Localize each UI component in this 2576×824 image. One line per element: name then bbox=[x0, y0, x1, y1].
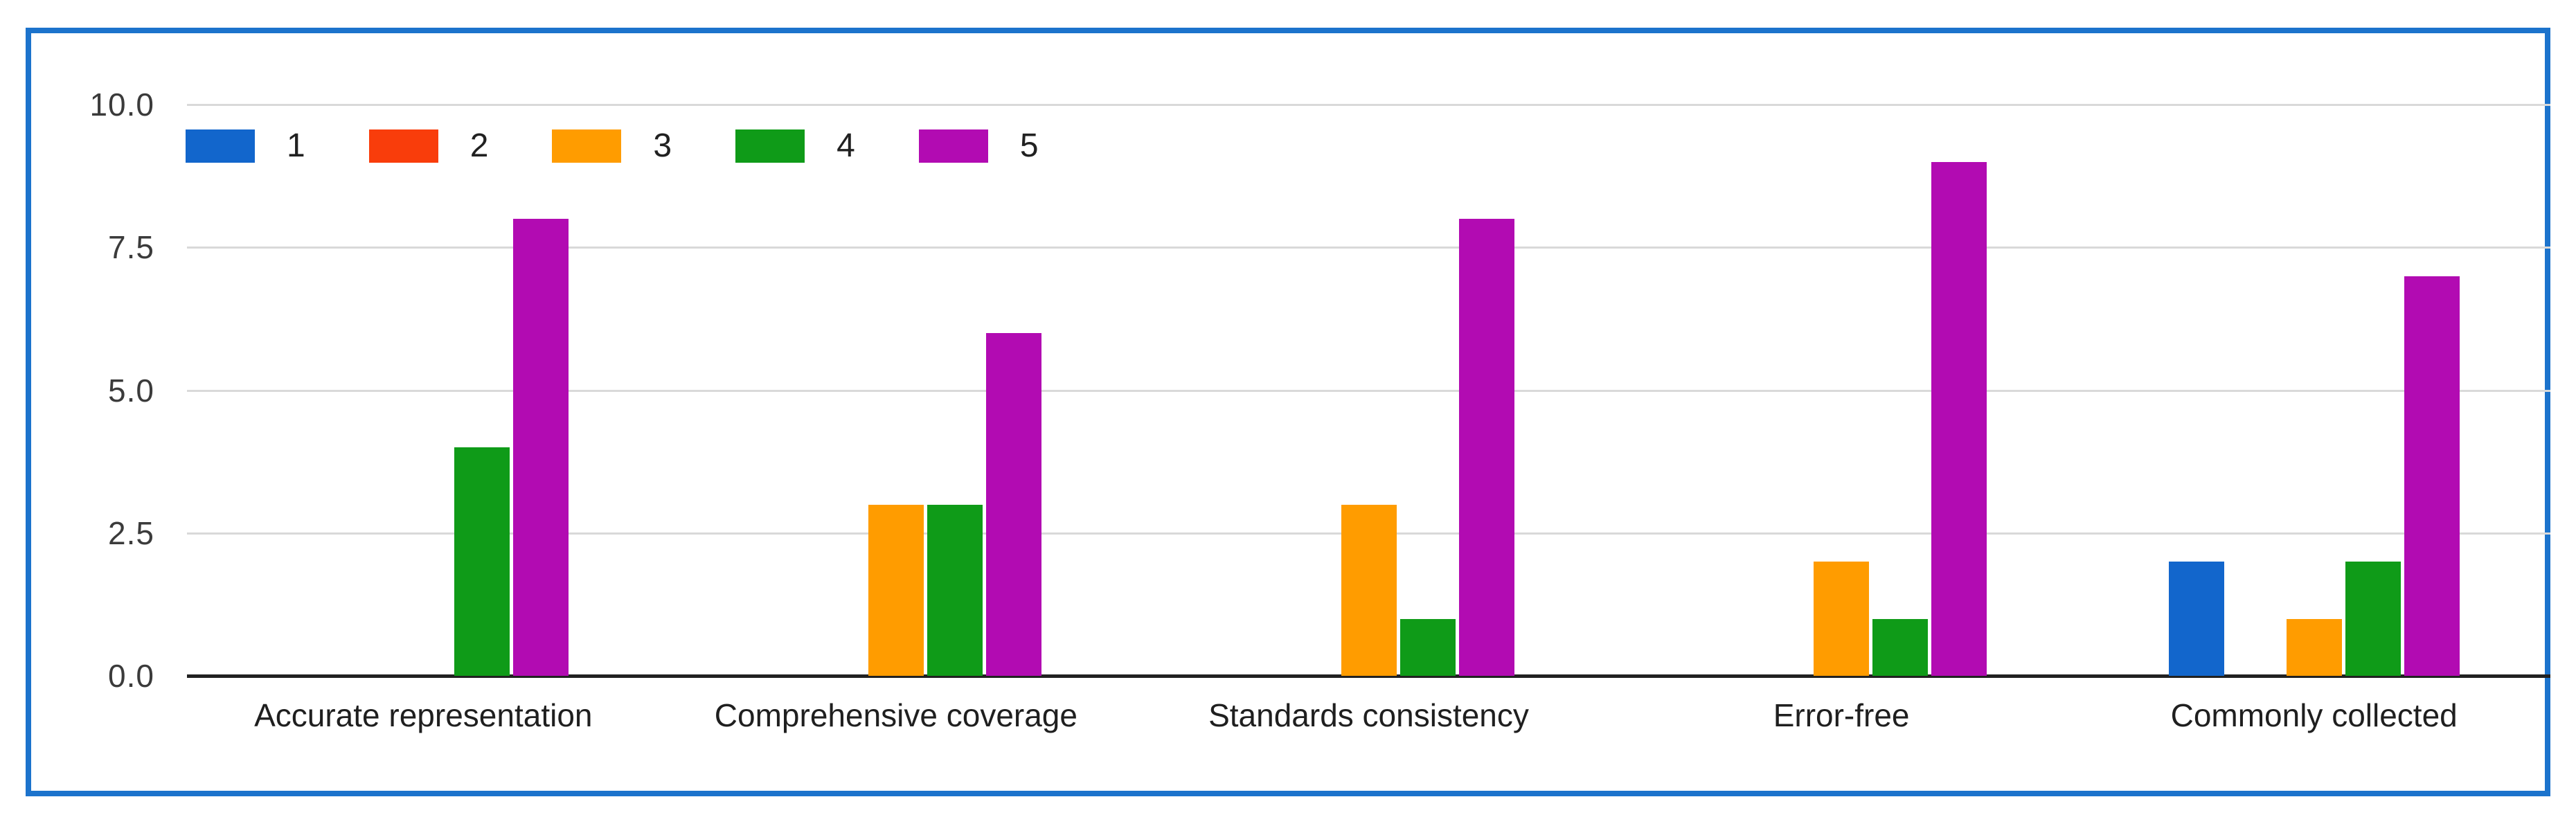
legend-label: 3 bbox=[653, 127, 672, 164]
legend-swatch-icon bbox=[918, 129, 988, 163]
legend-swatch-icon bbox=[186, 129, 255, 163]
plot-area: 1 2 3 4 5 10.0 7.5 5.0 2.5 0.0 Accurate represent… bbox=[37, 39, 2550, 796]
legend-label: 4 bbox=[837, 127, 855, 164]
gridline bbox=[187, 104, 2550, 106]
bar-4-comprehensive-coverage bbox=[927, 504, 983, 676]
bar-4-error-free bbox=[1872, 618, 1929, 676]
gridline bbox=[187, 389, 2550, 392]
category-label: Commonly collected bbox=[2170, 697, 2458, 733]
bar-5-error-free bbox=[1931, 161, 1987, 676]
y-axis-tick-label: 0.0 bbox=[108, 658, 154, 694]
legend-item-series-5: 5 bbox=[918, 127, 1039, 165]
legend-swatch-icon bbox=[552, 129, 622, 163]
legend-label: 5 bbox=[1019, 127, 1039, 164]
category-label: Comprehensive coverage bbox=[714, 697, 1077, 733]
category-label: Accurate representation bbox=[254, 697, 593, 733]
legend-swatch-icon bbox=[735, 129, 805, 163]
category-label: Standards consistency bbox=[1208, 697, 1529, 733]
bar-4-accurate-representation bbox=[454, 447, 510, 676]
legend-item-series-4: 4 bbox=[735, 127, 855, 165]
legend-swatch-icon bbox=[368, 129, 438, 163]
embedded-chart-frame[interactable]: 1 2 3 4 5 10.0 7.5 5.0 2.5 0.0 Accurate represent… bbox=[26, 28, 2550, 796]
bar-4-standards-consistency bbox=[1399, 618, 1456, 676]
gridline bbox=[187, 247, 2550, 249]
bar-3-standards-consistency bbox=[1341, 504, 1397, 676]
bar-4-commonly-collected bbox=[2345, 562, 2401, 676]
legend-item-series-1: 1 bbox=[186, 127, 305, 165]
y-axis-tick-label: 7.5 bbox=[108, 229, 154, 266]
chart-legend: 1 2 3 4 5 bbox=[186, 127, 1102, 165]
legend-item-series-2: 2 bbox=[368, 127, 489, 165]
bar-3-error-free bbox=[1814, 562, 1870, 676]
bar-5-accurate-representation bbox=[513, 219, 569, 676]
bar-3-comprehensive-coverage bbox=[868, 504, 924, 676]
bar-5-commonly-collected bbox=[2404, 276, 2460, 676]
legend-label: 1 bbox=[287, 127, 305, 164]
y-axis-tick-label: 10.0 bbox=[89, 87, 154, 123]
x-axis-baseline bbox=[187, 674, 2550, 678]
category-label: Error-free bbox=[1773, 697, 1910, 733]
y-axis-tick-label: 2.5 bbox=[108, 514, 154, 551]
bar-5-standards-consistency bbox=[1458, 219, 1514, 676]
legend-item-series-3: 3 bbox=[552, 127, 672, 165]
legend-label: 2 bbox=[469, 127, 489, 164]
bar-3-commonly-collected bbox=[2286, 618, 2342, 676]
bar-1-commonly-collected bbox=[2168, 562, 2224, 676]
y-axis-tick-label: 5.0 bbox=[108, 372, 154, 409]
bar-5-comprehensive-coverage bbox=[985, 333, 1041, 676]
